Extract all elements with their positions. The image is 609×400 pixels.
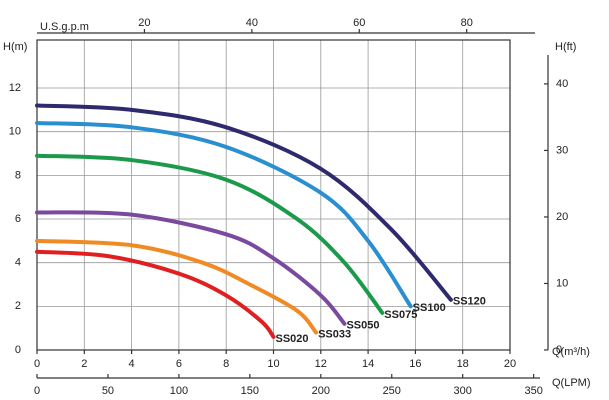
x-tick-label: 2: [81, 358, 87, 370]
series-label: SS020: [276, 333, 309, 345]
x3-axis-label: Q(LPM): [552, 377, 591, 389]
x3-tick-label: 250: [383, 385, 401, 397]
series-label: SS050: [346, 320, 379, 332]
y-axis-label: H(m): [3, 41, 27, 53]
x3-tick-label: 200: [312, 385, 330, 397]
y-tick-label: 0: [15, 344, 21, 356]
y-tick-label: 8: [15, 169, 21, 181]
x-tick-label: 6: [176, 358, 182, 370]
x-axis-label: Q(m³/h): [552, 346, 590, 358]
series-label: SS100: [413, 302, 446, 314]
x2-tick-label: 60: [353, 17, 365, 29]
x2-axis-label: U.S.g.p.m: [40, 21, 89, 33]
y-tick-label: 4: [15, 257, 21, 269]
x-tick-label: 20: [504, 358, 516, 370]
curve: [35, 103, 453, 302]
y2-tick-label: 40: [556, 78, 568, 90]
x3-tick-label: 50: [102, 385, 114, 397]
x3-tick-label: 150: [241, 385, 259, 397]
y-tick-label: 12: [9, 82, 21, 94]
y2-tick-label: 10: [556, 277, 568, 289]
x3-tick-label: 100: [170, 385, 188, 397]
series-label: SS075: [384, 309, 417, 321]
x3-tick-label: 300: [454, 385, 472, 397]
x-tick-label: 14: [362, 358, 374, 370]
x-tick-label: 4: [129, 358, 135, 370]
x-tick-label: 8: [223, 358, 229, 370]
y-tick-label: 2: [15, 300, 21, 312]
y2-tick-label: 0: [556, 344, 562, 356]
curve: [35, 210, 347, 326]
curve: [35, 153, 385, 315]
y2-tick-label: 20: [556, 211, 568, 223]
x-tick-label: 18: [457, 358, 469, 370]
x-tick-label: 10: [267, 358, 279, 370]
x-tick-label: 0: [34, 358, 40, 370]
x3-tick-label: 0: [34, 385, 40, 397]
y-tick-label: 10: [9, 126, 21, 138]
curve: [35, 120, 413, 309]
y-tick-label: 6: [15, 213, 21, 225]
x2-tick-label: 40: [246, 17, 258, 29]
x3-tick-label: 350: [524, 385, 542, 397]
x-tick-label: 16: [409, 358, 421, 370]
x-tick-label: 12: [315, 358, 327, 370]
x2-tick-label: 20: [138, 17, 150, 29]
y2-axis-label: H(ft): [555, 41, 576, 53]
curve: [35, 249, 276, 339]
series-label: SS120: [453, 296, 486, 308]
x2-tick-label: 80: [461, 17, 473, 29]
y2-tick-label: 30: [556, 144, 568, 156]
series-label: SS033: [318, 328, 351, 340]
curve: [35, 238, 319, 335]
